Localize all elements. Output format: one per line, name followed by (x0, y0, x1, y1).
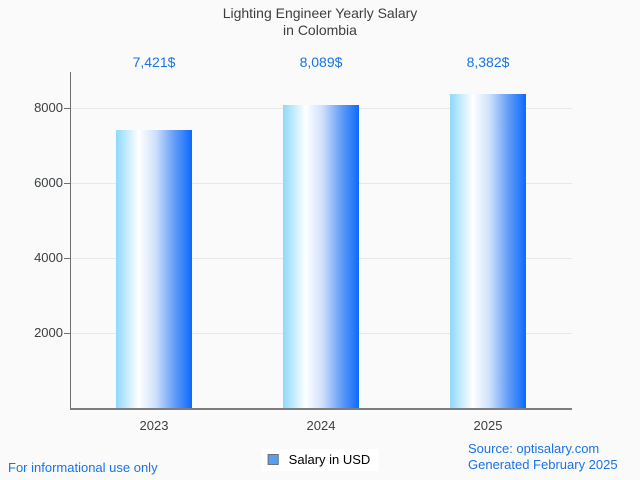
x-axis-label: 2023 (139, 418, 169, 433)
x-axis-line (70, 408, 572, 410)
bar-2023 (116, 130, 192, 408)
legend-label: Salary in USD (288, 452, 371, 467)
footer-source: Source: optisalary.com Generated Februar… (468, 441, 618, 473)
bar-value-label: 8,089$ (299, 54, 343, 70)
bar-value-label: 8,382$ (466, 54, 510, 70)
x-axis-label: 2025 (473, 418, 503, 433)
footer-disclaimer: For informational use only (8, 460, 158, 475)
y-tick-mark (64, 183, 70, 184)
chart-title-line2: in Colombia (283, 22, 357, 38)
chart-title: Lighting Engineer Yearly Salary in Colom… (0, 5, 640, 39)
bar-2025 (450, 94, 526, 408)
x-axis-label: 2024 (306, 418, 336, 433)
footer-generated-line: Generated February 2025 (468, 457, 618, 472)
y-axis-label: 8000 (34, 100, 63, 115)
bar-value-label: 7,421$ (132, 54, 176, 70)
y-axis-label: 6000 (34, 175, 63, 190)
y-tick-mark (64, 333, 70, 334)
legend-swatch-icon (267, 454, 279, 465)
y-tick-mark (64, 258, 70, 259)
y-axis-label: 4000 (34, 250, 63, 265)
bar-2024 (283, 105, 359, 408)
legend: Salary in USD (261, 449, 379, 471)
footer-source-line: Source: optisalary.com (468, 441, 600, 456)
y-axis-line (70, 72, 71, 409)
y-tick-mark (64, 108, 70, 109)
chart-title-line1: Lighting Engineer Yearly Salary (222, 5, 418, 21)
y-axis-label: 2000 (34, 325, 63, 340)
